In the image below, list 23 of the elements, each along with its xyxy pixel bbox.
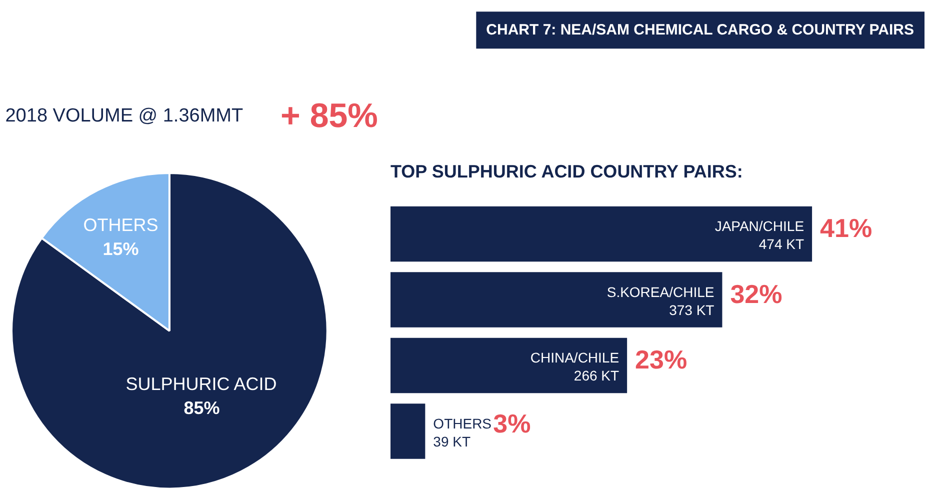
slice-label: SULPHURIC ACID	[126, 374, 277, 394]
chart-title: CHART 7: NEA/SAM CHEMICAL CARGO & COUNTRY PAIRS	[486, 22, 914, 39]
bar	[390, 404, 426, 459]
bar	[390, 272, 722, 328]
annotation: 23%	[635, 344, 688, 375]
bar	[390, 206, 812, 262]
data-label: 474 KT	[758, 236, 804, 252]
annotation: 32%	[730, 278, 782, 309]
y-tick-label: S.KOREA/CHILE	[606, 284, 714, 300]
annotation: 3%	[493, 408, 531, 438]
data-label: 85%	[184, 398, 220, 418]
text: + 85%	[280, 96, 378, 135]
annotation: 41%	[820, 212, 872, 243]
chart-subtitle: TOP SULPHURIC ACID COUNTRY PAIRS:	[390, 162, 743, 182]
chart-subtitle: 2018 VOLUME @ 1.36MMT	[5, 105, 244, 126]
y-tick-label: CHINA/CHILE	[530, 350, 620, 366]
y-tick-label: JAPAN/CHILE	[714, 218, 804, 234]
data-label: 266 KT	[574, 368, 620, 384]
data-label: 39 KT	[433, 433, 471, 450]
data-label: 15%	[102, 239, 139, 260]
slice-label: OTHERS	[83, 215, 158, 236]
data-label: 373 KT	[669, 302, 715, 318]
bar	[390, 338, 628, 394]
